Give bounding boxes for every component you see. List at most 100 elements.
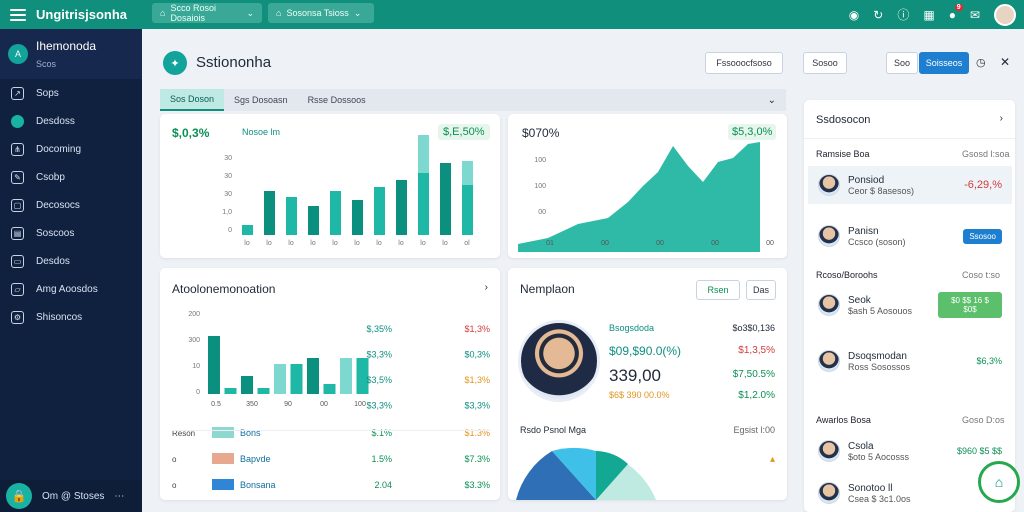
alert-icon[interactable]: ● 9	[948, 3, 963, 22]
settings-icon: ⚙	[11, 310, 24, 324]
sidebar-item-8[interactable]: ⚙ Shisoncos	[0, 303, 142, 331]
x-tick-label: 01	[546, 240, 554, 247]
x-tick-label: lo	[288, 240, 294, 247]
sidebar-item-2[interactable]: ⋔ Docoming	[0, 135, 142, 163]
soo-button[interactable]: Soo	[886, 52, 918, 74]
filter-button[interactable]: Fssooocfsoso	[705, 52, 783, 74]
legend-swatch	[212, 479, 234, 490]
legend-label: o	[172, 455, 177, 464]
row-sub: Csea $ 3c1.0os	[848, 493, 911, 504]
x-tick-label: lo	[398, 240, 404, 247]
x-tick-label: lo	[332, 240, 338, 247]
chevron-right-icon[interactable]: ›	[999, 113, 1003, 124]
card4-btn-a[interactable]: Rsen	[696, 280, 740, 300]
chevron-down-icon[interactable]: ⌄	[767, 94, 776, 106]
legend-value-a: 2.04	[374, 480, 392, 490]
y-tick-label: 00	[538, 209, 546, 216]
x-tick-label: 00	[320, 401, 328, 408]
legend-name: Bons	[240, 428, 261, 438]
list-item[interactable]: Panisn Ccsco (soson) Ssosoo	[808, 217, 1012, 255]
y-tick-label: 100	[534, 157, 546, 164]
bar-stack	[462, 161, 473, 185]
avatar	[818, 482, 840, 504]
list-item[interactable]: Csola $oto 5 Aocosss $960 $5 $$	[808, 432, 1012, 470]
x-tick-label: 00	[656, 240, 664, 247]
row-value: -6,29,%	[964, 179, 1002, 191]
edit-icon: ✎	[11, 170, 24, 184]
y-tick-label: 100	[534, 183, 546, 190]
card-member: Nemplaon Rsen Das Bsogsdoda $09,$90.0(%)…	[508, 268, 787, 500]
chat-icon[interactable]: ✉	[969, 7, 980, 22]
sidebar-item-0[interactable]: ↗ Sops	[0, 79, 142, 107]
list-item[interactable]: Ponsiod Ceor $ 8asesos) -6,29,%	[808, 166, 1012, 204]
clock-icon[interactable]: ◷	[976, 57, 986, 69]
card1-label: Nosoe lm	[242, 127, 281, 137]
tab-0[interactable]: Sos Doson	[160, 89, 225, 111]
chevron-right-icon[interactable]: ›	[484, 282, 488, 293]
refresh-icon[interactable]: ↻	[873, 7, 884, 22]
row-value: $6,3%	[976, 356, 1002, 366]
divider	[172, 430, 490, 431]
alert-badge: 9	[954, 3, 963, 11]
card-allocation: Atoolonemonoation › 200 300 10 0 0.5 350 90 00 1…	[160, 268, 500, 500]
top-icons: ◉ ↻ ⓘ ▦ ● 9 ✉	[849, 0, 1016, 29]
row-name: Seok	[848, 294, 871, 306]
section2-right: Coso t:so	[962, 270, 1001, 280]
sidebar-item-3[interactable]: ✎ Csobp	[0, 163, 142, 191]
row-value: $960 $5 $$	[956, 446, 1002, 456]
list-item[interactable]: Seok $ash 5 Aosouos $0 $$ 16 $ $0$	[808, 286, 1012, 324]
assistant-fab-button[interactable]: ⌂	[978, 461, 1020, 503]
bar	[374, 187, 385, 235]
lock-icon[interactable]: 🔒	[6, 483, 32, 509]
legend-value-b: $7.3%	[464, 454, 490, 464]
notification-icon[interactable]: ◉	[848, 7, 860, 22]
sosoo-button[interactable]: Sosoo	[803, 52, 847, 74]
member-photo	[518, 320, 600, 402]
row-value-a: $3,3%	[366, 350, 392, 360]
row-value-b: $3,3%	[464, 401, 490, 411]
tab-1[interactable]: Sgs Dosoasn	[234, 95, 288, 105]
row-name: Csola	[848, 440, 874, 452]
page-logo-icon: ✦	[163, 51, 187, 75]
row-action-button[interactable]: Ssosoo	[963, 228, 1002, 244]
card4-btn-b[interactable]: Das	[746, 280, 776, 300]
close-icon[interactable]: ✕	[1000, 55, 1011, 69]
row-value-b: $1,3%	[464, 375, 490, 385]
sidebar-item-6[interactable]: ▭ Desdos	[0, 247, 142, 275]
sidebar-title: Ihemonoda	[36, 39, 97, 53]
x-tick-label: 350	[246, 401, 258, 408]
list-item[interactable]: Sonotoo ll Csea $ 3c1.0os	[808, 474, 1012, 512]
home-icon: ⌂	[160, 8, 166, 18]
chart-icon: ▤	[11, 226, 24, 240]
sidebar-item-4[interactable]: ▢ Decosocs	[0, 191, 142, 219]
sidebar-subtitle: Scos	[36, 59, 57, 69]
y-tick-label: 200	[188, 311, 200, 318]
list-item[interactable]: Dsoqsmodan Ross Sosossos $6,3%	[808, 342, 1012, 380]
project-selector[interactable]: ⌂ Sosonsa Tsioss ⌄	[268, 3, 374, 23]
sidebar-item-5[interactable]: ▤ Soscoos	[0, 219, 142, 247]
row-value-b: $0,3%	[464, 350, 490, 360]
more-icon[interactable]: ⋯	[114, 490, 125, 502]
workspace-selector[interactable]: ⌂ Scco Rosoi Dosaiois ⌄	[152, 3, 262, 23]
hamburger-menu-icon[interactable]	[10, 8, 26, 21]
pie-slice-blue	[516, 451, 596, 500]
help-icon[interactable]: ⓘ	[897, 8, 910, 22]
legend-label: o	[172, 481, 177, 490]
section1-right: Gsosd l:soa	[962, 149, 1010, 159]
card-bar-chart: $,0,3% Nosoe lm $,E,50% 30 30 30 1,0 0 lo lo lo…	[160, 114, 500, 258]
user-avatar[interactable]	[994, 3, 1016, 26]
divider	[804, 138, 1015, 139]
section3-right: Goso D:os	[962, 415, 1005, 425]
x-tick-label: lo	[376, 240, 382, 247]
sidebar-item-7[interactable]: ▱ Amg Aoosdos	[0, 275, 142, 303]
avatar	[818, 350, 840, 372]
primary-button[interactable]: Soisseos	[919, 52, 969, 74]
calendar-icon[interactable]: ▦	[923, 7, 935, 22]
bar	[274, 364, 286, 394]
tab-2[interactable]: Rsse Dossoos	[307, 95, 366, 105]
bar	[356, 358, 369, 394]
section2-label: Rcoso/Boroohs	[816, 270, 878, 280]
card3-title: Atoolonemonoation	[172, 282, 276, 296]
card4-note: $6$ 390 00.0%	[609, 390, 670, 400]
sidebar-item-1[interactable]: Desdoss	[0, 107, 142, 135]
